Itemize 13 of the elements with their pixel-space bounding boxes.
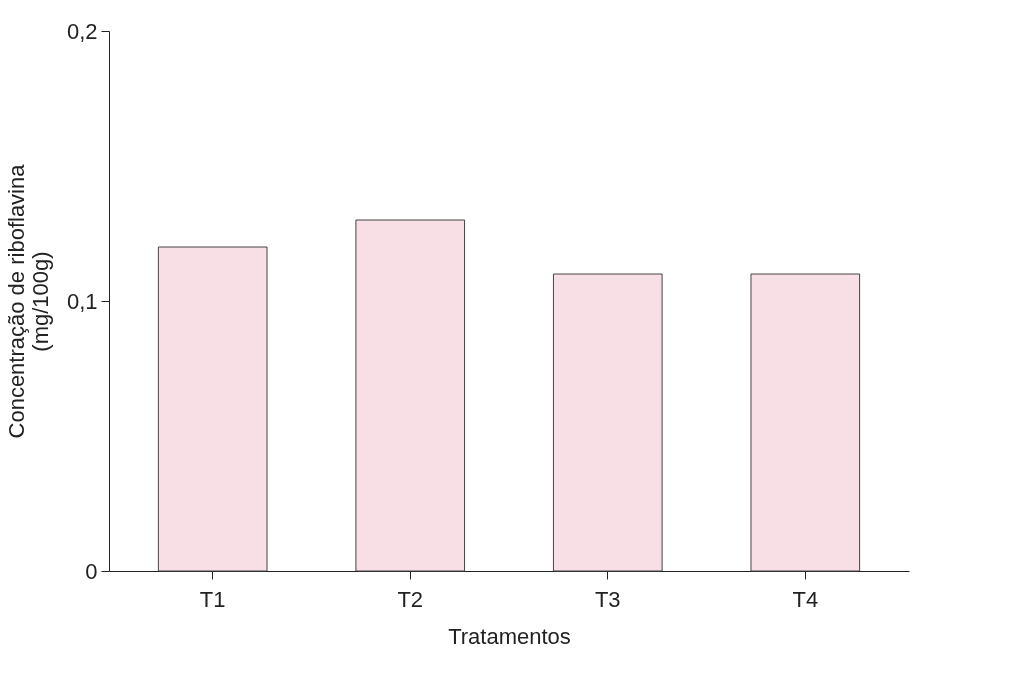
x-tick-label: T3 (594, 586, 621, 612)
x-tick-label: T4 (792, 586, 819, 612)
y-tick-label: 0,2 (66, 18, 98, 44)
bar (157, 246, 268, 572)
bar (355, 219, 466, 572)
y-tick-label: 0,1 (66, 288, 98, 314)
x-tick-label: T1 (199, 586, 226, 612)
y-axis-title: Concentração de riboflavina (mg/100g) (3, 163, 53, 439)
y-tick-label: 0 (85, 558, 98, 584)
x-axis-title: Tratamentos (448, 623, 571, 649)
bar (750, 273, 861, 572)
bar (552, 273, 663, 572)
x-tick-label: T2 (397, 586, 424, 612)
